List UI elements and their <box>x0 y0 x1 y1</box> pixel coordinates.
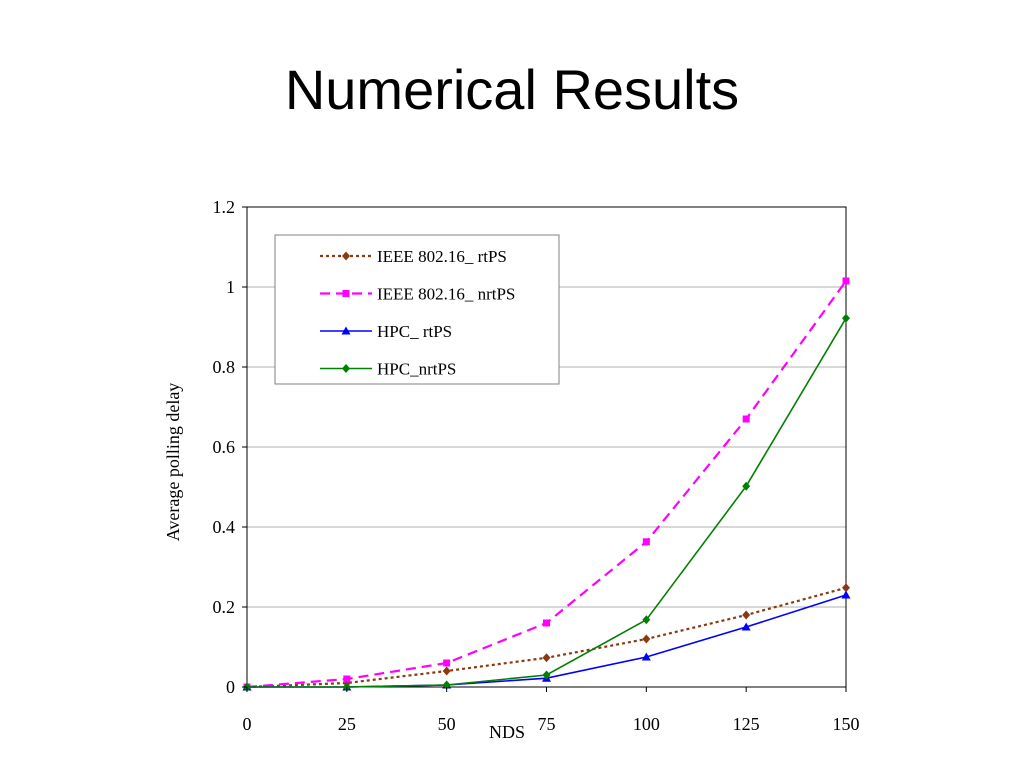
data-point <box>542 653 551 663</box>
legend-marker <box>342 364 350 373</box>
legend-entry: IEEE 802.16_ nrtPS <box>320 285 515 304</box>
data-point <box>442 680 451 690</box>
y-axis-ticks: 0 0.2 0.4 0.6 0.8 1 1.2 <box>213 197 247 697</box>
data-point <box>742 415 750 423</box>
y-tick-label: 0.4 <box>213 517 236 537</box>
legend-marker <box>341 326 351 335</box>
x-tick-label: 125 <box>733 714 760 734</box>
data-point <box>641 652 651 661</box>
x-tick-label: 0 <box>243 714 252 734</box>
data-point <box>443 659 451 667</box>
y-tick-label: 0.8 <box>213 357 236 377</box>
legend-label: IEEE 802.16_ nrtPS <box>377 285 515 304</box>
data-point <box>343 675 351 683</box>
data-point <box>842 277 850 285</box>
data-point <box>841 590 851 599</box>
x-tick-label: 75 <box>538 714 556 734</box>
legend-label: HPC_ rtPS <box>377 322 452 341</box>
y-axis-label: Average polling delay <box>163 383 183 542</box>
legend-marker <box>342 290 350 297</box>
y-tick-label: 1 <box>226 277 235 297</box>
y-tick-label: 1.2 <box>213 197 236 217</box>
y-tick-label: 0.2 <box>213 597 236 617</box>
legend-marker <box>342 251 350 261</box>
legend: IEEE 802.16_ rtPS IEEE 802.16_ nrtPS HPC_ … <box>274 234 560 385</box>
legend-entry: IEEE 802.16_ rtPS <box>320 247 507 266</box>
data-point <box>442 666 451 676</box>
x-tick-label: 150 <box>833 714 860 734</box>
legend-box <box>274 234 560 385</box>
legend-label: HPC_nrtPS <box>377 360 456 379</box>
data-point <box>642 634 651 644</box>
data-point <box>741 622 751 631</box>
data-point <box>742 481 751 491</box>
x-tick-label: 100 <box>633 714 660 734</box>
data-point <box>642 615 651 625</box>
legend-entry: HPC_ rtPS <box>320 322 452 341</box>
x-tick-label: 50 <box>438 714 456 734</box>
x-axis-label: NDS <box>489 722 525 742</box>
x-tick-label: 25 <box>338 714 356 734</box>
x-axis-ticks: 0 25 50 75 100 125 150 <box>243 687 860 734</box>
data-point <box>543 619 550 627</box>
data-point <box>542 670 551 680</box>
legend-entry: HPC_nrtPS <box>320 360 456 379</box>
slide-title: Numerical Results <box>284 58 740 121</box>
y-tick-label: 0.6 <box>213 437 236 457</box>
data-point <box>842 313 850 323</box>
data-point <box>842 583 850 593</box>
legend-label: IEEE 802.16_ rtPS <box>377 247 507 266</box>
data-point <box>642 538 650 546</box>
data-point <box>742 610 751 620</box>
y-tick-label: 0 <box>226 677 235 697</box>
